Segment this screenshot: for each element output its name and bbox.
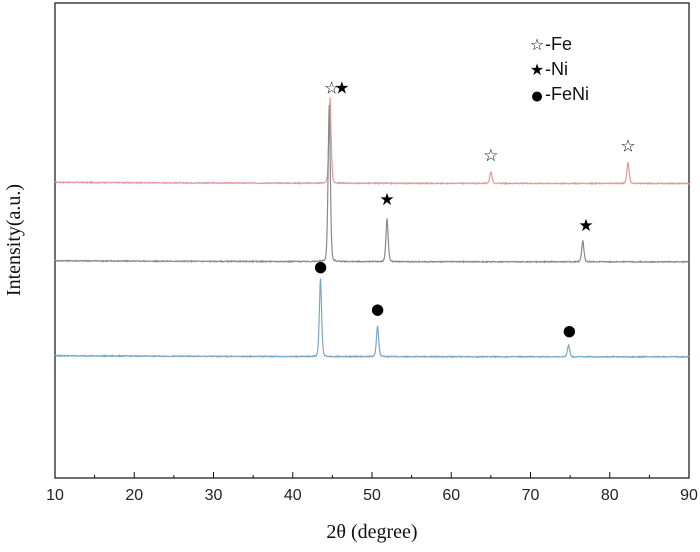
series-line [54,105,690,264]
x-tick-label: 50 [363,487,381,504]
peak-marker: ● [563,322,576,340]
legend-label: -Fe [545,34,572,54]
legend-label: -Ni [545,59,568,79]
peak-marker: ● [371,300,384,318]
peak-marker: ★ [379,190,394,210]
x-tick-label: 90 [680,487,698,504]
peak-marker: ● [314,257,327,275]
series-layer [54,97,690,359]
x-tick-label: 60 [442,487,460,504]
x-axis-ticks: 10 20 30 40 50 60 70 80 90 [46,472,698,504]
legend-symbol: ☆ [530,35,544,54]
series-line [54,97,690,186]
x-axis-title: 2θ (degree) [326,521,417,543]
peak-marker: ★ [334,78,349,98]
legend-label: -FeNi [545,84,589,104]
x-tick-label: 70 [522,487,540,504]
peak-marker: ☆ [483,146,498,166]
x-tick-label: 30 [205,487,223,504]
series-line [54,278,690,359]
peak-marker: ☆ [324,78,339,98]
x-tick-label: 80 [601,487,619,504]
legend: ☆ -Fe★ -Ni● -FeNi [530,34,589,104]
x-tick-label: 10 [46,487,64,504]
legend-symbol: ● [531,89,542,104]
marker-layer: ☆★☆ ☆★★●●● [314,78,636,339]
peak-marker: ☆ [620,137,635,157]
y-axis-title: Intensity(a.u.) [3,184,25,296]
x-tick-label: 20 [125,487,143,504]
plot-frame [54,2,690,479]
x-tick-label: 40 [284,487,302,504]
peak-marker: ★ [578,216,593,236]
legend-symbol: ★ [530,60,544,79]
